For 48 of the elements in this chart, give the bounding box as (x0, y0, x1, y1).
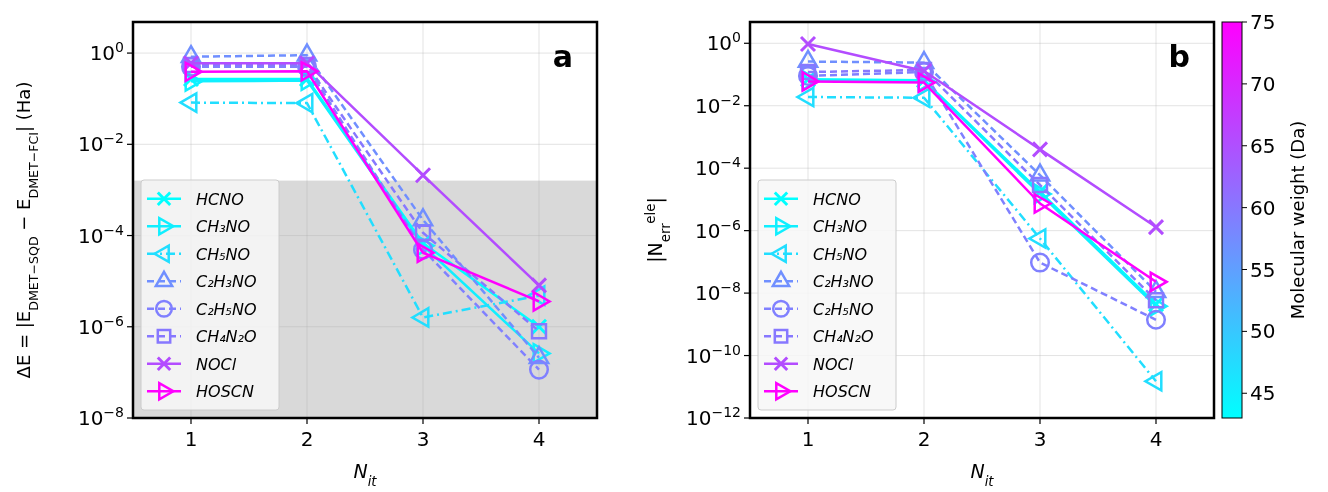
y-tick-label: 10$^{0}$ (89, 39, 124, 66)
y-tick-label: 10$^{−4}$ (694, 154, 742, 181)
legend-label: CH₃NO (196, 217, 251, 237)
color-bar-label: 60 (1250, 195, 1276, 220)
x-tick-label: 3 (1033, 427, 1047, 451)
x-axis-title: N$_{it}$ (970, 460, 995, 489)
legend-label: CH₅NO (196, 244, 251, 264)
y-tick-label: 10$^{−4}$ (77, 221, 125, 248)
y-tick-label: 10$^{−6}$ (77, 312, 125, 339)
x-tick-label: 4 (532, 427, 546, 451)
x-tick-label: 2 (917, 427, 931, 451)
x-tick-label: 1 (184, 427, 198, 451)
legend-label: HCNO (196, 189, 244, 209)
color-bar-label: 75 (1250, 10, 1276, 34)
y-tick-label: 10$^{−12}$ (686, 404, 741, 430)
legend-label: NOCl (196, 354, 237, 374)
legend-label: CH₅NO (813, 244, 868, 264)
color-bar-title: Molecular weight (Da) (1287, 120, 1308, 320)
y-tick-label: 10$^{−10}$ (686, 341, 741, 368)
legend-label: CH₃NO (813, 217, 868, 237)
legend-label: C₂H₃NO (813, 272, 874, 292)
y-tick-label: 10$^{−2}$ (77, 130, 124, 157)
x-axis-title: N$_{it}$ (353, 460, 378, 489)
x-tick-label: 1 (801, 427, 815, 451)
x-tick-label: 4 (1149, 427, 1163, 451)
color-bar-label: 70 (1250, 71, 1276, 96)
legend-label: C₂H₅NO (813, 299, 874, 319)
color-bar-label: 45 (1250, 381, 1276, 406)
legend-label: C₂H₅NO (196, 299, 257, 319)
legend-label: HCNO (813, 189, 861, 209)
legend-label: HOSCN (813, 382, 871, 402)
color-bar-label: 50 (1250, 319, 1276, 344)
y-tick-label: 10$^{−6}$ (694, 216, 742, 243)
y-tick-label: 10$^{0}$ (706, 29, 741, 56)
y-tick-label: 10$^{−8}$ (694, 279, 741, 306)
y-tick-label: 10$^{−2}$ (694, 91, 741, 118)
legend-label: CH₄N₂O (196, 327, 257, 347)
color-bar-label: 65 (1250, 133, 1276, 158)
y-tick-label: 10$^{−8}$ (77, 404, 124, 430)
legend-label: HOSCN (196, 382, 254, 402)
color-bar-label: 55 (1250, 257, 1276, 282)
x-tick-label: 3 (416, 427, 430, 451)
legend-label: C₂H₃NO (196, 272, 257, 292)
legend-label: NOCl (813, 354, 854, 374)
annotation: a (552, 39, 573, 74)
annotation: b (1168, 39, 1190, 74)
legend-label: CH₄N₂O (813, 327, 874, 347)
x-tick-label: 2 (300, 427, 314, 451)
